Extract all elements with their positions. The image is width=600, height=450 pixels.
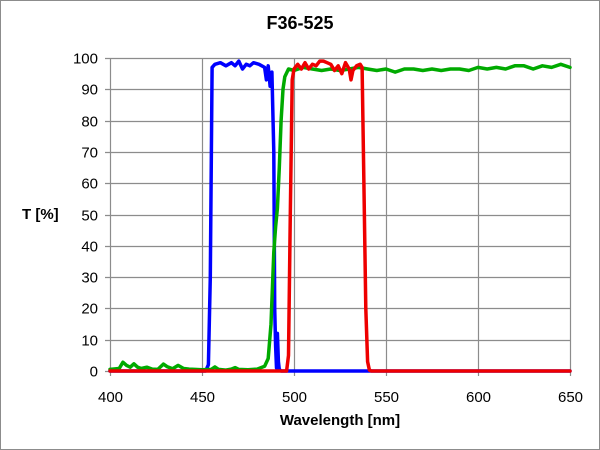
x-axis-label: Wavelength [nm] xyxy=(279,412,401,429)
series-dichroic-line xyxy=(108,62,572,372)
x-tick-label: 450 xyxy=(190,389,215,406)
tick-labels: 0 10 20 30 40 50 60 70 80 90 100 400 450 500 550 600 650 xyxy=(73,51,583,407)
y-tick-label: 90 xyxy=(81,82,98,99)
x-tick-label: 400 xyxy=(98,389,123,406)
y-tick-label: 50 xyxy=(81,208,98,225)
x-tick-label: 650 xyxy=(558,389,583,406)
series-emission-line xyxy=(108,59,572,373)
y-tick-label: 40 xyxy=(81,239,98,256)
series-excitation-line xyxy=(108,59,572,373)
chart-title: F36-525 xyxy=(266,13,334,33)
y-tick-label: 10 xyxy=(81,333,98,350)
x-tick-label: 500 xyxy=(282,389,307,406)
y-tick-label: 0 xyxy=(90,364,98,381)
data-series xyxy=(108,59,572,373)
y-tick-label: 60 xyxy=(81,176,98,193)
y-tick-label: 80 xyxy=(81,114,98,131)
y-tick-label: 100 xyxy=(73,51,98,68)
y-axis-label: T [%] xyxy=(22,206,59,223)
y-tick-label: 70 xyxy=(81,145,98,162)
x-tick-label: 600 xyxy=(466,389,491,406)
y-tick-label: 20 xyxy=(81,301,98,318)
gridlines xyxy=(105,57,572,376)
x-tick-label: 550 xyxy=(374,389,399,406)
y-tick-label: 30 xyxy=(81,270,98,287)
